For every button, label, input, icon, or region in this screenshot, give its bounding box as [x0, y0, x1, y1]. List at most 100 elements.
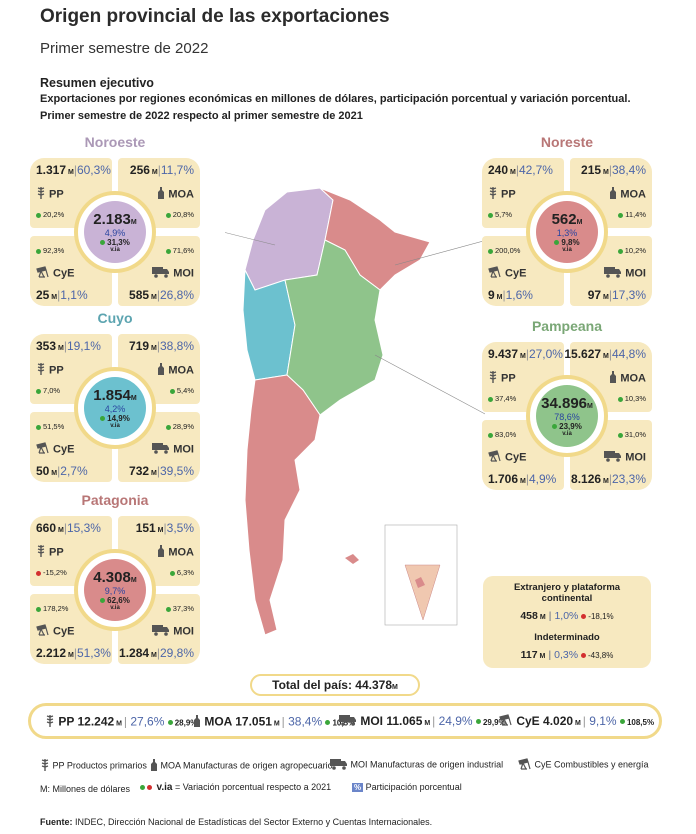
var-value: -15,2%: [43, 568, 67, 577]
indeterminado-values: 117 M | 0,3% -43,8%: [520, 649, 614, 661]
separator: |: [57, 288, 61, 302]
bottle-icon: [609, 370, 617, 387]
summary-line-2: Primer semestre de 2022 respecto al prim…: [40, 110, 363, 122]
value-cye: 50 M|2,7%: [36, 464, 88, 478]
amount: 256: [129, 163, 150, 177]
rubro-code: MOA: [165, 188, 194, 201]
separator: |: [502, 288, 506, 302]
unit-m: M: [271, 720, 282, 728]
rubro-code: CyE: [502, 267, 527, 280]
positive-dot: [169, 388, 175, 394]
positive-dot: [617, 432, 623, 438]
rubro-share: 24,9%: [438, 714, 473, 728]
region-total-circle: 34.896M 78,6% 23,9% v.ia: [536, 385, 598, 447]
oil-pump-icon: [488, 266, 502, 281]
unit-m: M: [149, 345, 157, 352]
var-moi: 31,0%: [617, 430, 646, 439]
rubro-share: 38,4%: [288, 714, 323, 729]
region-name-noreste: Noreste: [540, 134, 594, 150]
legend-pct: % Participación porcentual: [352, 782, 462, 792]
var-moa: 5,4%: [169, 386, 194, 395]
positive-dot: [140, 785, 145, 791]
value-pp: 9.437 M|27,0%: [488, 347, 563, 361]
unit-m: M: [56, 345, 64, 352]
summary-line-1: Exportaciones por regiones económicas en…: [40, 93, 631, 105]
quad-pp: 353 M|19,1% PP 7,0%: [30, 334, 112, 404]
unit-m: M: [130, 395, 137, 402]
separator: |: [156, 464, 160, 478]
antarctic-sector: [404, 564, 441, 621]
separator: |: [515, 163, 519, 177]
rubro-code: PP: [46, 364, 64, 377]
value-pp: 240 M|42,7%: [488, 163, 553, 177]
var-value: 37,3%: [172, 604, 194, 613]
region-share: 9,7%: [104, 586, 126, 596]
var-value: 6,3%: [176, 568, 194, 577]
label-moa: MOA: [609, 370, 646, 387]
rubro-code: MOA: [617, 188, 646, 201]
pct-badge: %: [352, 783, 364, 792]
var-value: 51,5%: [43, 422, 65, 431]
unit-m: M: [494, 294, 503, 301]
rubro-var: 29,9%: [482, 718, 506, 727]
unit-m: M: [601, 353, 609, 360]
extranjero-value: 458: [520, 610, 538, 622]
region-total: 34.896M: [536, 395, 598, 412]
legend-m: M: Millones de dólares: [40, 784, 131, 794]
share: 27,0%: [528, 347, 563, 361]
label-moi: MOI: [604, 450, 646, 465]
positive-dot: [165, 248, 171, 254]
region-via: v.ia: [110, 247, 120, 253]
bottle-icon: [150, 758, 158, 774]
share: 26,8%: [159, 288, 194, 302]
amount: 585: [129, 288, 150, 302]
rubro-code: MOA: [165, 546, 194, 559]
indeterminado-value: 117: [520, 649, 538, 661]
value-moa: 719 M|38,8%: [129, 339, 194, 353]
legend-moi: MOI Manufacturas de origen industrial: [330, 758, 503, 772]
extranjero-var: -18,1%: [588, 612, 614, 621]
truck-icon: [604, 450, 622, 465]
region-var-value: 23,9%: [559, 422, 582, 431]
positive-dot: [325, 720, 331, 725]
rubro-code: MOI: [170, 443, 194, 456]
unit-m: M: [518, 353, 526, 360]
label-cye: CyE: [36, 624, 74, 639]
unit-m: M: [587, 403, 593, 410]
bottle-icon: [157, 544, 165, 561]
rubro-code: MOI: [622, 451, 646, 464]
rubro-code: MOA: [617, 372, 646, 385]
legend-cye: CyE Combustibles y energía: [518, 758, 649, 772]
separator: |: [156, 646, 160, 660]
var-value: 5,4%: [176, 386, 194, 395]
indeterminado-title: Indeterminado: [534, 632, 600, 643]
indeterminado-share: 0,3%: [554, 649, 579, 661]
separator: |: [525, 347, 529, 361]
quad-pp: 240 M|42,7% PP 5,7%: [482, 158, 564, 228]
value-pp: 353 M|19,1%: [36, 339, 101, 353]
total-label: Total del país:: [272, 678, 352, 692]
truck-icon: [604, 266, 622, 281]
region-card-body: 1.317 M|60,3% PP 20,2% 256 M|11,7% MOA 20…: [30, 158, 200, 306]
separator: |: [63, 339, 67, 353]
map-region-patagonia: [244, 374, 321, 636]
positive-dot: [488, 396, 493, 402]
unit-m: M: [149, 652, 157, 659]
quad-moi: 97 M|17,3% MOI 10,2%: [570, 236, 652, 306]
label-moa: MOA: [157, 362, 194, 379]
region-via: v.ia: [110, 605, 120, 611]
var-moa: 20,8%: [165, 210, 194, 219]
share: 1,1%: [60, 288, 88, 302]
region-total: 562M: [536, 211, 598, 228]
var-moi: 28,9%: [165, 422, 194, 431]
value-moi: 732 M|39,5%: [129, 464, 194, 478]
rubro-code: MOI: [622, 267, 646, 280]
separator: |: [608, 288, 612, 302]
label-cye: CyE: [36, 442, 74, 457]
share: 11,7%: [160, 163, 194, 177]
region-total: 1.854M: [84, 387, 146, 404]
amount: 1.706: [488, 472, 519, 486]
amount: 353: [36, 339, 57, 353]
negative-dot: [147, 785, 152, 791]
oil-pump-icon: [499, 714, 513, 729]
